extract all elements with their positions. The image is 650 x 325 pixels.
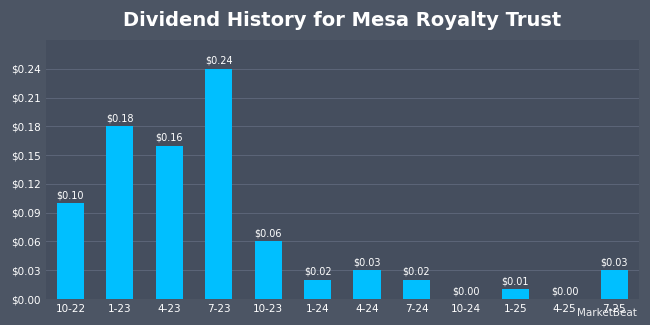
Bar <box>502 290 529 299</box>
Bar <box>57 203 84 299</box>
Text: $0.00: $0.00 <box>452 286 480 296</box>
Bar <box>403 280 430 299</box>
Text: $0.02: $0.02 <box>304 267 332 277</box>
Text: $0.03: $0.03 <box>601 257 628 267</box>
Bar <box>156 146 183 299</box>
Text: $0.06: $0.06 <box>254 228 282 239</box>
Bar <box>354 270 381 299</box>
Text: $0.00: $0.00 <box>551 286 578 296</box>
Text: $0.10: $0.10 <box>57 190 84 200</box>
Bar <box>304 280 332 299</box>
Text: $0.16: $0.16 <box>155 133 183 143</box>
Bar <box>205 69 232 299</box>
Bar <box>601 270 628 299</box>
Text: $0.01: $0.01 <box>502 277 529 287</box>
Text: $0.24: $0.24 <box>205 56 233 66</box>
Bar <box>106 126 133 299</box>
Bar <box>255 241 281 299</box>
Title: Dividend History for Mesa Royalty Trust: Dividend History for Mesa Royalty Trust <box>124 11 562 30</box>
Text: $0.03: $0.03 <box>353 257 381 267</box>
Text: $0.02: $0.02 <box>402 267 430 277</box>
Text: $0.18: $0.18 <box>106 113 134 124</box>
Text: MarketBeat: MarketBeat <box>577 308 637 318</box>
